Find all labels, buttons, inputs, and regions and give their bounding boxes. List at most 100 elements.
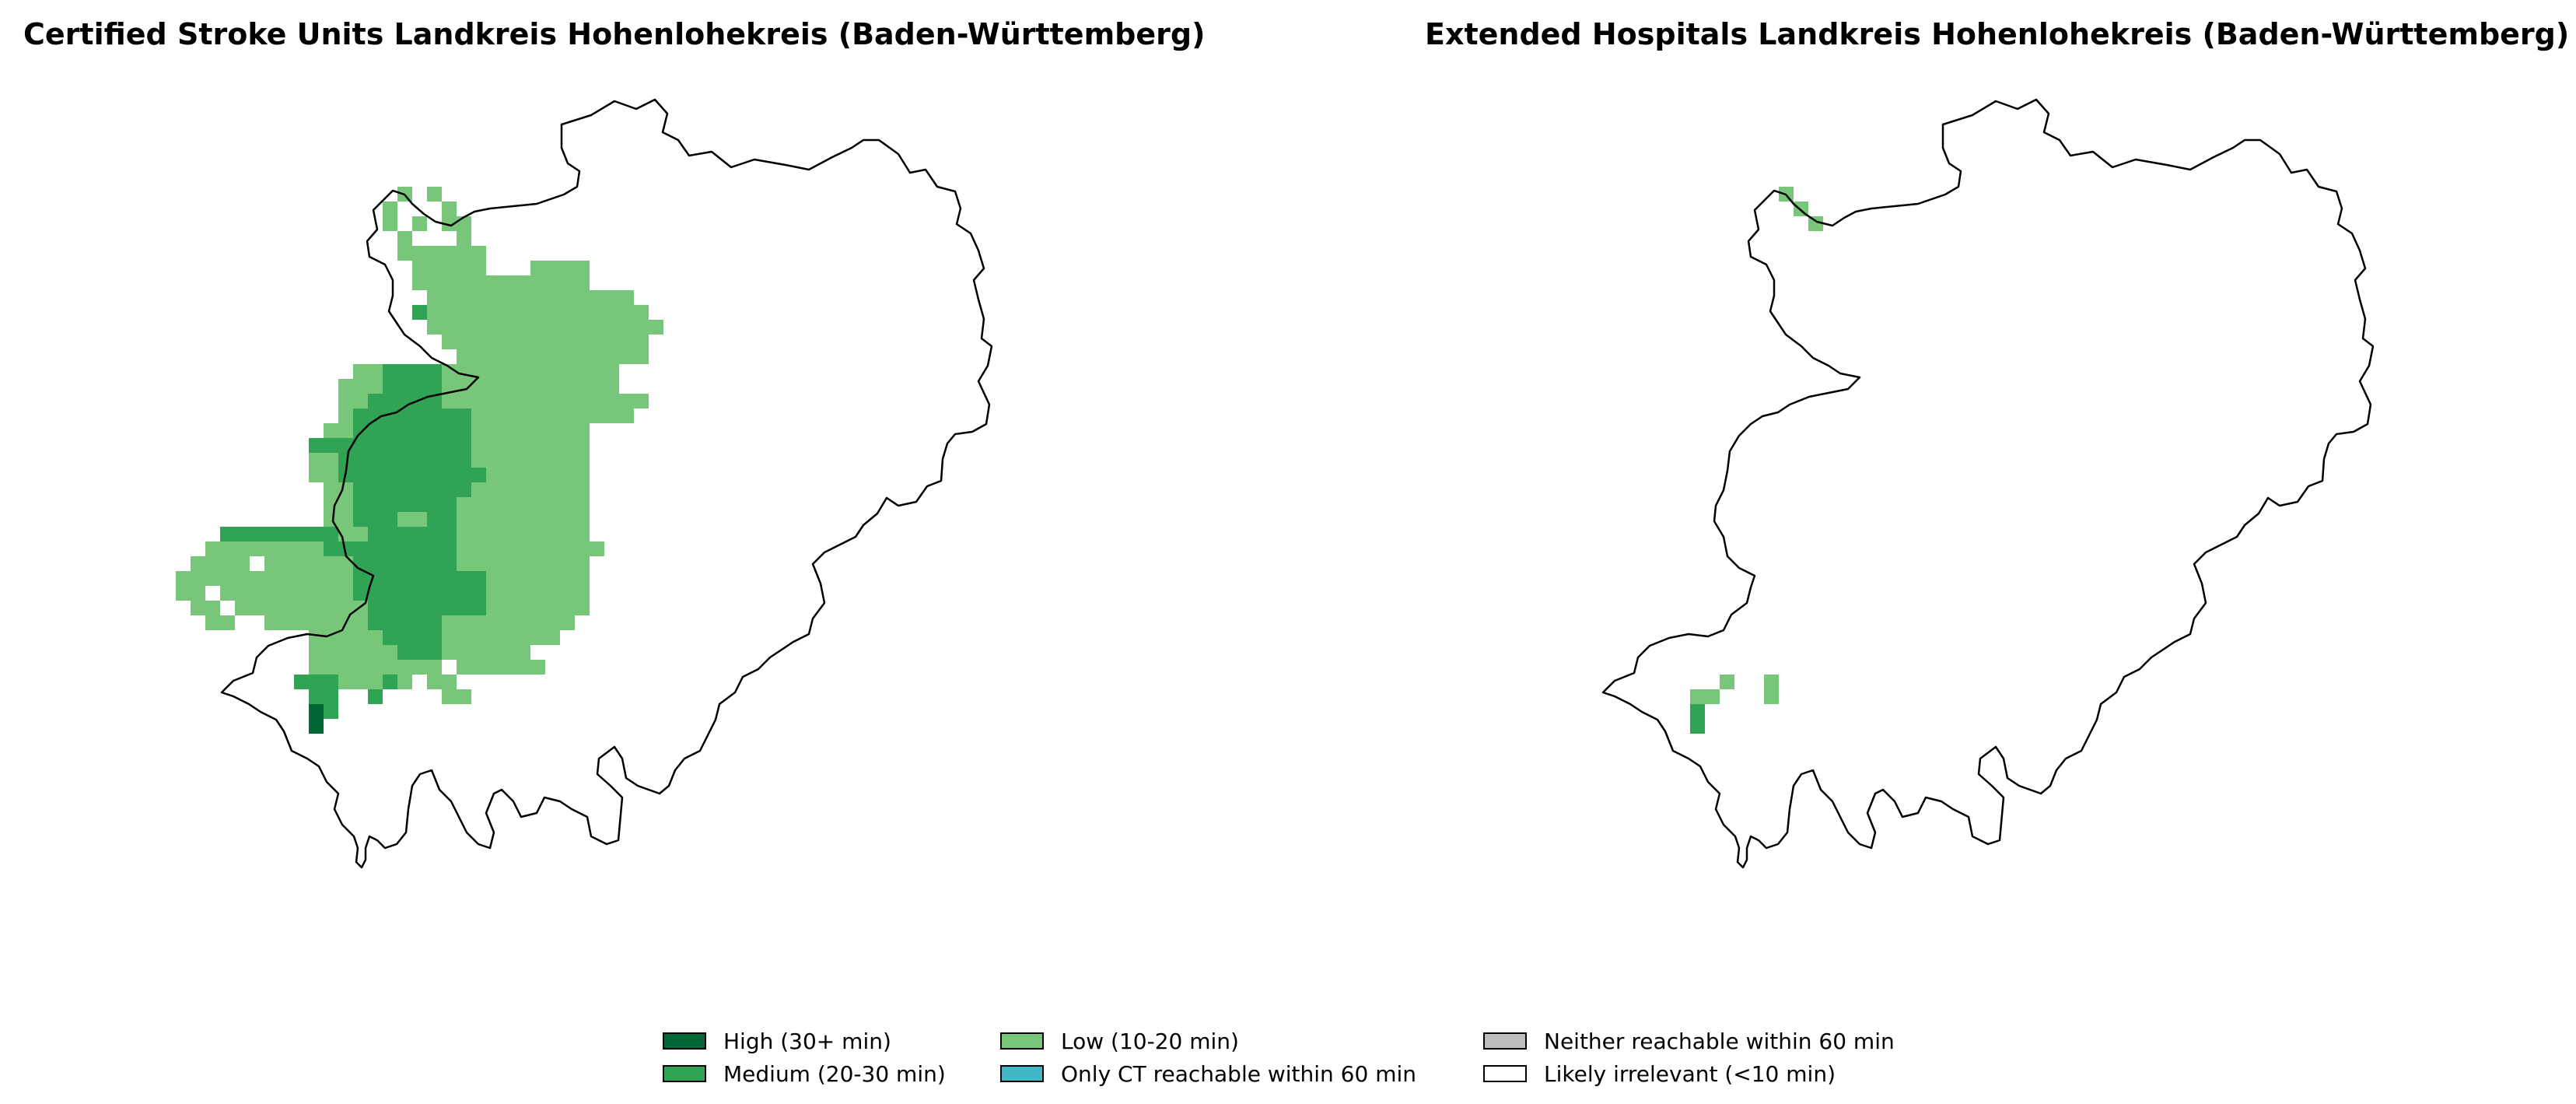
reachability-cell (235, 601, 368, 615)
reachability-cell (471, 408, 634, 423)
reachability-cell (353, 556, 457, 571)
reachability-cell (397, 231, 412, 246)
reachability-cell (176, 571, 250, 586)
reachability-cell (324, 704, 338, 719)
reachability-cell (383, 202, 397, 216)
reachability-cell (353, 364, 383, 379)
reachability-cell (383, 216, 397, 231)
reachability-cell (353, 586, 486, 601)
reachability-cell (353, 497, 457, 512)
reachability-cell (442, 379, 619, 394)
reachability-cell (383, 364, 442, 379)
reachability-cell (442, 394, 649, 408)
legend-label-neither: Neither reachable within 60 min (1544, 1028, 1895, 1054)
reachability-cell (486, 468, 590, 482)
legend-item-low: Low (10-20 min) (1000, 1025, 1239, 1057)
reachability-cell (368, 527, 457, 541)
district-outline (220, 98, 993, 869)
legend-swatch-ct-only (1000, 1065, 1044, 1082)
reachability-cell (1690, 689, 1720, 704)
reachability-cell (412, 261, 486, 275)
reachability-cell (338, 468, 486, 482)
reachability-cell (442, 630, 560, 645)
reachability-cell (427, 290, 634, 305)
reachability-cell (457, 660, 545, 675)
right-map-title: Extended Hospitals Landkreis Hohenlohekr… (1425, 17, 2570, 51)
reachability-cell (412, 216, 427, 231)
reachability-cell (412, 305, 427, 320)
reachability-cell (309, 468, 338, 482)
reachability-cell (309, 719, 324, 734)
reachability-cell (397, 675, 412, 689)
reachability-cell (309, 438, 338, 453)
reachability-cell (383, 675, 397, 689)
reachability-cell (471, 453, 590, 468)
reachability-cell (383, 379, 442, 394)
reachability-cell (471, 482, 590, 497)
reachability-cell (338, 675, 383, 689)
reachability-cell (427, 512, 457, 527)
reachability-cell (220, 527, 338, 541)
left-map-title: Certified Stroke Units Landkreis Hohenlo… (23, 17, 1206, 51)
legend: High (30+ min) Medium (20-30 min) Low (1… (663, 1025, 1923, 1103)
reachability-cell (324, 482, 353, 497)
reachability-cell (397, 246, 486, 261)
reachability-cell (309, 645, 397, 660)
reachability-cell (486, 601, 590, 615)
legend-label-high: High (30+ min) (723, 1028, 891, 1054)
reachability-cell (457, 541, 604, 556)
legend-item-high: High (30+ min) (663, 1025, 891, 1057)
reachability-cell (457, 512, 590, 527)
reachability-cell (471, 423, 590, 438)
reachability-cell (368, 615, 442, 630)
legend-swatch-neither (1483, 1032, 1527, 1050)
reachability-cell (205, 541, 324, 556)
reachability-cell (427, 675, 457, 689)
legend-label-ct-only: Only CT reachable within 60 min (1061, 1060, 1417, 1087)
reachability-cell (353, 512, 397, 527)
reachability-cell (353, 482, 471, 497)
reachability-cell (191, 556, 250, 571)
legend-swatch-high (663, 1032, 706, 1050)
reachability-cell (457, 556, 590, 571)
reachability-cell (309, 689, 338, 704)
reachability-cell (264, 556, 353, 571)
reachability-cell (368, 689, 383, 704)
reachability-cell (442, 645, 530, 660)
extended-hospitals-cells (1690, 187, 1823, 734)
stroke-units-map (176, 98, 993, 869)
reachability-cell (442, 689, 471, 704)
legend-swatch-medium (663, 1065, 706, 1082)
reachability-cell (442, 335, 649, 349)
reachability-cell (427, 187, 442, 202)
district-outline (1601, 98, 2375, 869)
reachability-cell (1764, 689, 1779, 704)
reachability-cell (309, 704, 324, 719)
reachability-cell (264, 615, 368, 630)
reachability-cell (309, 660, 442, 675)
reachability-cell (1690, 719, 1705, 734)
reachability-cell (309, 630, 383, 645)
reachability-cell (412, 275, 590, 290)
reachability-cell (176, 586, 205, 601)
reachability-cell (1690, 704, 1705, 719)
reachability-cell (427, 320, 663, 335)
legend-item-ct-only: Only CT reachable within 60 min (1000, 1058, 1416, 1089)
reachability-cell (324, 497, 353, 512)
reachability-cell (353, 423, 471, 438)
reachability-cell (338, 408, 353, 423)
reachability-cell (457, 527, 590, 541)
reachability-cell (338, 527, 368, 541)
reachability-cell (471, 438, 590, 453)
legend-label-low: Low (10-20 min) (1061, 1028, 1239, 1054)
legend-swatch-irrelevant (1483, 1065, 1527, 1082)
reachability-cell (457, 231, 471, 246)
reachability-cell (338, 379, 383, 394)
legend-item-neither: Neither reachable within 60 min (1483, 1025, 1895, 1057)
reachability-cell (530, 261, 590, 275)
reachability-cell (338, 438, 471, 453)
reachability-cell (294, 675, 338, 689)
reachability-cell (338, 394, 368, 408)
reachability-cell (457, 497, 590, 512)
